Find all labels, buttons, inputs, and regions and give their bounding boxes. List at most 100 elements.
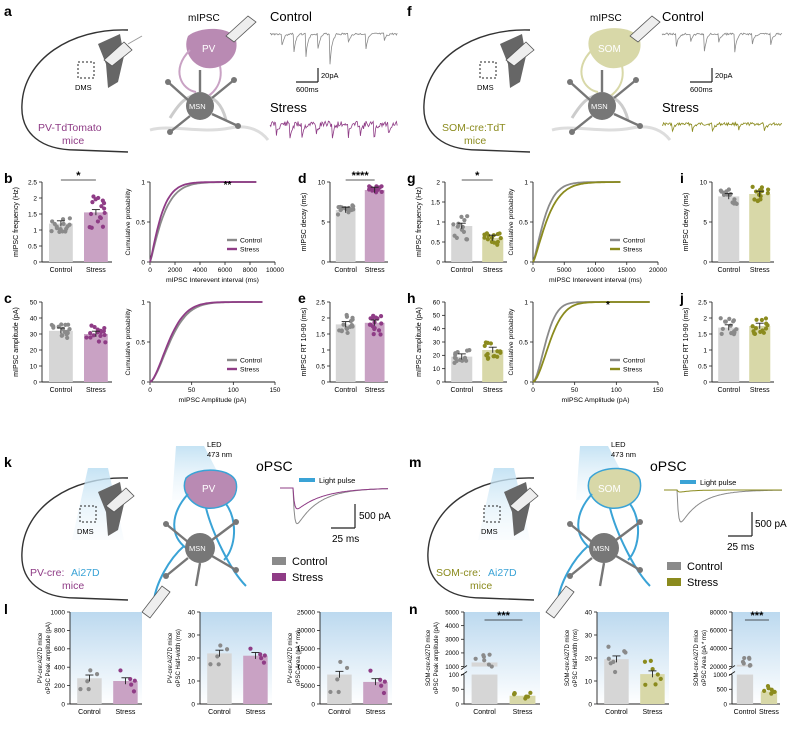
y-tick-label-l3-5: 25000 — [297, 609, 315, 616]
dot-l2-0-0 — [215, 654, 220, 659]
y-tick-label-n1-6: 4000 — [445, 623, 459, 630]
y-tick-label-c-cum-0: 0 — [141, 379, 145, 386]
x-tick-label-b-cum-0: 0 — [148, 267, 152, 274]
msn-soma-a — [186, 92, 214, 120]
dot-g-1-13 — [489, 239, 494, 245]
bar-l1-control — [77, 678, 102, 704]
led-label-m-1: LED — [611, 440, 626, 449]
x-tick-label-g-cum-3: 15000 — [618, 267, 636, 274]
y-label-l2-0: PV-cre:Ai27D mice — [168, 632, 174, 683]
dot-c-1-2 — [96, 339, 102, 344]
dot-n2-0-5 — [623, 650, 628, 655]
dot-l1-1-1 — [129, 682, 134, 687]
bar-d-control — [335, 210, 356, 262]
y-tick-label-g-cum-2: 1 — [524, 179, 528, 186]
chart-l2: 0 10 20 30 40 PV-cre:Ai27D mice oPSC Half-widt… — [168, 609, 272, 716]
mouse-line-m-1: SOM-cre: — [436, 567, 481, 579]
dot-l3-0-2 — [338, 659, 343, 665]
msn-label-k: MSN — [189, 544, 206, 553]
scale-x-f: 600ms — [690, 85, 713, 94]
panel-k: k DMS PV-cre: Ai27D mice LED 473 nm PV M… — [4, 440, 391, 619]
axis-break-1-n3 — [728, 665, 736, 670]
dot-j-0-9 — [723, 319, 728, 324]
y-label-n1-0: SOM-cre:Ai27D mice — [426, 629, 432, 686]
x-tick-label-g-cum-0: 0 — [531, 267, 535, 274]
x-tick-label-b-cum-1: 2000 — [168, 267, 183, 274]
sig-b-cum: ** — [224, 180, 232, 191]
dot-g-0-6 — [459, 214, 464, 219]
x-tick-label-j-1: Stress — [750, 387, 770, 394]
bar-b-control — [49, 223, 73, 262]
x-tick-label-g-cum-4: 20000 — [649, 267, 667, 274]
brain-slice-k — [21, 477, 129, 601]
dot-l2-1-0 — [258, 652, 263, 657]
dot-e-1-9 — [378, 314, 384, 319]
y-tick-label-l1-0: 0 — [61, 701, 65, 708]
dot-i-0-12 — [728, 191, 733, 197]
dot-b-0-15 — [54, 224, 59, 229]
dot-n2-0-0 — [606, 644, 611, 649]
dot-e-1-11 — [371, 331, 376, 337]
stress-label-a: Stress — [270, 100, 307, 115]
panel-label-j: j — [679, 290, 684, 306]
dot-b-0-1 — [50, 219, 55, 224]
y-tick-label-l1-5: 1000 — [51, 609, 66, 616]
y-tick-label-l3-4: 20000 — [297, 628, 315, 635]
dot-b-1-5 — [99, 204, 104, 209]
dot-j-0-6 — [731, 318, 737, 323]
x-tick-label-c-cum-2: 100 — [228, 387, 239, 394]
light-pulse-bar-k — [299, 478, 315, 482]
dot-n2-0-2 — [612, 669, 618, 675]
legend-label-g-cum-0: Control — [623, 237, 645, 244]
y-tick-label-d-2: 10 — [318, 179, 326, 186]
y-tick-label-g-cum-1: 0.5 — [519, 219, 528, 226]
dot-d-1-15 — [367, 187, 372, 192]
dot-l3-1-2 — [368, 668, 373, 673]
dot-b-0-10 — [57, 229, 62, 235]
title-a: mIPSC — [188, 13, 220, 24]
dot-b-0-7 — [67, 216, 72, 221]
msn-soma-m — [589, 533, 619, 563]
y-label-n2-0: SOM-cre:Ai27D mice — [565, 629, 571, 686]
y-label-l3-0: PV-cre:Ai27D mice — [288, 632, 294, 683]
x-tick-label-n3-0: Control — [734, 709, 757, 716]
dot-b-0-13 — [61, 221, 66, 226]
y-tick-label-e-2: 1 — [321, 347, 325, 354]
panel-label-n: n — [409, 601, 418, 617]
y-tick-label-n3-5: 60000 — [710, 627, 728, 634]
axis-break-1-n1 — [460, 665, 468, 670]
x-tick-label-c-0: Control — [50, 387, 73, 394]
x-tick-label-b-cum-2: 4000 — [193, 267, 208, 274]
dot-l2-1-3 — [261, 660, 267, 665]
mouse-line-f-2: mice — [464, 135, 486, 147]
dot-b-1-10 — [89, 225, 94, 230]
legend-label-k-stress: Stress — [292, 572, 324, 584]
x-tick-label-l3-1: Stress — [366, 709, 386, 716]
sig-g: * — [475, 170, 480, 182]
chart-g-cum: 0 0.5 1 0 5000 10000 15000 20000 mIPSC Intereven… — [508, 179, 667, 284]
panel-m: m DMS SOM-cre: Ai27D mice LED 473 nm SOM… — [409, 440, 787, 619]
dot-j-1-10 — [763, 326, 769, 331]
y-label-h-cum: Cumulative probability — [508, 308, 515, 375]
dot-i-1-13 — [756, 192, 762, 197]
legend-label-g-cum-1: Stress — [623, 246, 643, 253]
dot-e-0-4 — [344, 326, 349, 331]
dot-l3-0-0 — [335, 677, 340, 682]
y-label-c-0: mIPSC amplitude (pA) — [13, 307, 20, 377]
y-label-l3-1: oPSC Area (pA * ms) — [296, 630, 302, 686]
bar-l3-control — [327, 674, 352, 704]
chart-l1: 0 200 400 600 800 1000 PV-cre:Ai27D mice oPSC P… — [38, 609, 142, 716]
legend-label-c-cum-0: Control — [240, 357, 262, 364]
y-tick-label-g-0: 0 — [436, 259, 440, 266]
dot-g-1-8 — [482, 235, 487, 240]
brain-slice-f — [423, 29, 531, 153]
y-tick-label-d-0: 0 — [321, 259, 325, 266]
y-tick-label-l2-2: 20 — [188, 655, 196, 662]
panel-label-f: f — [407, 3, 412, 19]
dot-h-1-2 — [488, 341, 494, 346]
y-tick-label-g-2: 1 — [436, 219, 440, 226]
pv-label-a: PV — [202, 44, 216, 55]
pipette-cell-m — [545, 585, 575, 619]
x-tick-label-n1-1: Stress — [513, 709, 533, 716]
